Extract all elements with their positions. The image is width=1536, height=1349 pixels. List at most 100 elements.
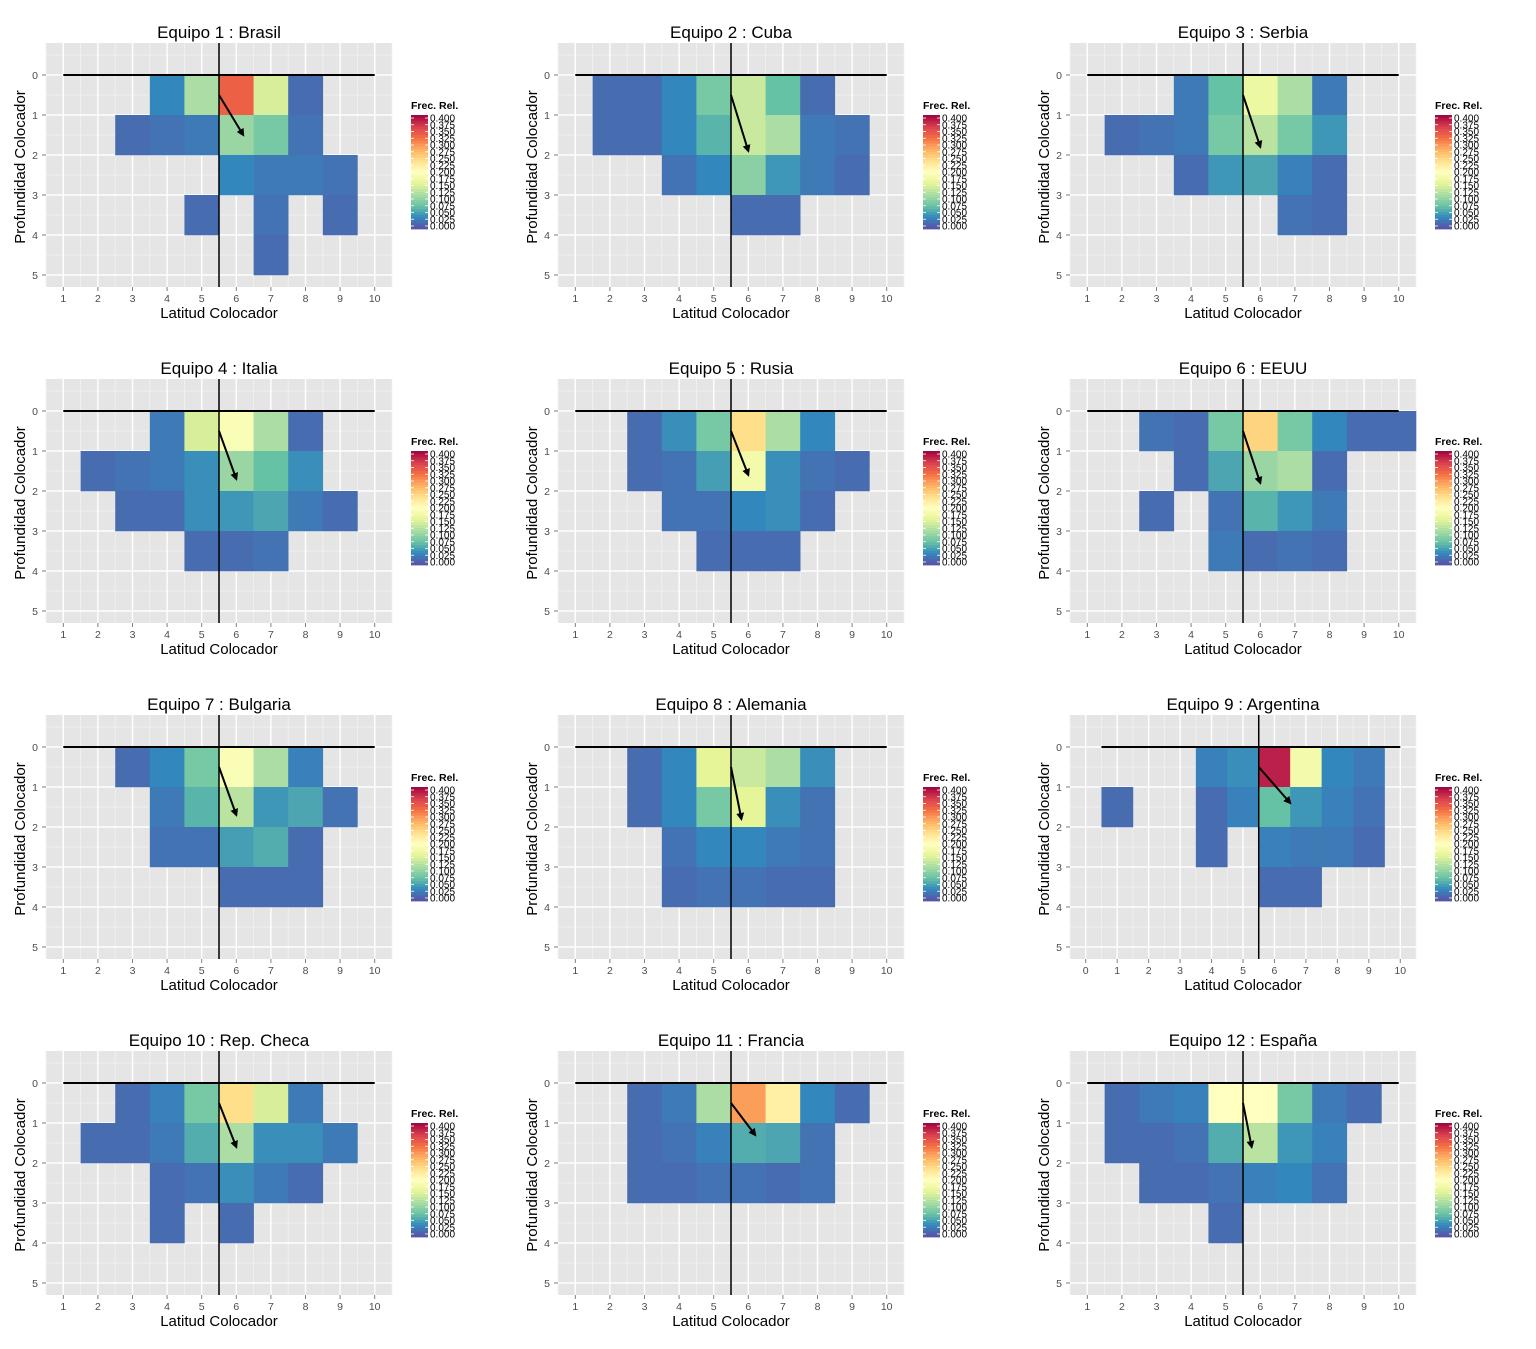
heat-cell — [322, 491, 358, 532]
legend-label: 0.175 — [942, 1182, 967, 1193]
heat-cell — [765, 195, 801, 236]
x-tick-label: 10 — [1393, 1301, 1405, 1313]
x-tick-label: 3 — [1154, 1301, 1160, 1313]
legend-swatch — [1435, 545, 1452, 549]
legend-swatch — [1435, 804, 1452, 808]
legend-swatch — [411, 878, 428, 882]
x-tick-label: 8 — [1334, 965, 1340, 977]
legend-label: 0.175 — [942, 174, 967, 185]
y-tick-label: 1 — [544, 782, 550, 794]
x-tick-label: 4 — [676, 1301, 682, 1313]
heat-cell — [731, 491, 766, 532]
heat-cell — [765, 115, 801, 156]
heat-cell — [765, 827, 801, 868]
legend-swatch — [923, 809, 940, 814]
legend-swatch — [411, 809, 428, 814]
legend-swatch — [411, 1151, 428, 1155]
y-tick-label: 3 — [1056, 862, 1062, 874]
legend-label: 0.400 — [430, 786, 455, 797]
y-tick-label: 1 — [1056, 110, 1062, 122]
heat-cell — [184, 491, 220, 532]
legend-swatch — [923, 502, 940, 506]
legend-label: 0.300 — [430, 141, 455, 152]
legend-swatch — [411, 516, 428, 520]
heat-cell — [253, 75, 289, 116]
direction-arrow — [730, 766, 745, 821]
legend-label: 0.075 — [430, 201, 455, 212]
legend-swatch — [1435, 149, 1452, 153]
heat-cell — [800, 1163, 836, 1204]
x-tick-label: 10 — [1394, 965, 1406, 977]
panel-12: 1 2 3 4 5 6 7 8 9 10 0 1 2 3 4 5 Equipo 12 : España Latit… — [1036, 1031, 1482, 1330]
legend-swatch — [411, 1177, 428, 1181]
legend-swatch — [923, 863, 940, 868]
y-tick-label: 4 — [1056, 1238, 1062, 1250]
x-tick-label: 2 — [95, 965, 101, 977]
legend-swatch — [411, 550, 428, 554]
legend-label: 0.375 — [1454, 456, 1479, 467]
heat-cell — [1173, 115, 1209, 156]
heat-cell — [661, 1083, 697, 1124]
legend-swatch — [923, 200, 940, 204]
legend-swatch — [1435, 886, 1452, 890]
legend-swatch — [1435, 206, 1452, 210]
legend-label: 0.000 — [430, 1230, 455, 1241]
legend-swatch — [923, 795, 940, 799]
heat-cell — [253, 411, 289, 452]
heat-cell — [661, 827, 697, 868]
legend-label: 0.250 — [1454, 490, 1479, 501]
x-tick-label: 5 — [1240, 965, 1246, 977]
legend-swatch — [411, 502, 428, 506]
legend: Frec. Rel. 0.4000.3750.3500.3250.3000.275… — [1435, 772, 1482, 905]
legend-swatch — [1435, 154, 1452, 159]
heat-cell — [219, 827, 254, 868]
heat-cell — [253, 1083, 289, 1124]
legend-swatch — [1435, 126, 1452, 130]
y-tick-label: 2 — [32, 1158, 38, 1170]
legend-swatch — [923, 490, 940, 495]
legend-swatch — [1435, 1188, 1452, 1192]
heat-cell — [661, 115, 697, 156]
legend-swatch — [411, 829, 428, 833]
legend-label: 0.200 — [430, 1176, 455, 1187]
x-tick-label: 3 — [642, 293, 648, 305]
x-tick-label: 7 — [1292, 293, 1298, 305]
heat-cell — [219, 451, 254, 492]
heat-cell — [1346, 1083, 1382, 1124]
legend-swatch — [923, 1174, 940, 1178]
legend-swatch — [923, 191, 940, 196]
legend-swatch — [1435, 798, 1452, 802]
heat-cell — [627, 747, 663, 788]
legend-label: 0.175 — [942, 846, 967, 857]
legend-swatch — [411, 527, 428, 532]
legend-swatch — [923, 849, 940, 853]
legend-label: 0.325 — [430, 1142, 455, 1153]
heat-cell — [1258, 747, 1291, 788]
heat-cell — [800, 451, 836, 492]
legend-label: 0.050 — [942, 208, 967, 219]
legend-swatch — [923, 1180, 940, 1184]
legend-label: 0.075 — [942, 873, 967, 884]
heat-cell — [288, 491, 324, 532]
legend-label: 0.050 — [430, 880, 455, 891]
heat-cell — [1173, 1083, 1209, 1124]
x-tick-label: 6 — [233, 629, 239, 641]
heat-cell — [288, 827, 324, 868]
legend-label: 0.275 — [942, 147, 967, 158]
legend-title: Frec. Rel. — [923, 436, 970, 448]
legend-swatch — [923, 485, 940, 489]
legend-label: 0.350 — [1454, 463, 1479, 474]
y-tick-label: 4 — [1056, 566, 1062, 578]
x-tick-label: 9 — [337, 965, 343, 977]
heat-cell — [288, 115, 324, 156]
legend-swatch — [411, 1228, 428, 1232]
legend-swatch — [1435, 186, 1452, 190]
legend-swatch — [411, 1123, 428, 1127]
legend-swatch — [1435, 826, 1452, 831]
legend-label: 0.000 — [1454, 1230, 1479, 1241]
panel-8: 1 2 3 4 5 6 7 8 9 10 0 1 2 3 4 5 Equipo 8 : Alemania Lati… — [524, 695, 970, 994]
legend-label: 0.225 — [430, 497, 455, 508]
direction-arrow — [218, 94, 245, 137]
legend-swatch — [411, 490, 428, 495]
